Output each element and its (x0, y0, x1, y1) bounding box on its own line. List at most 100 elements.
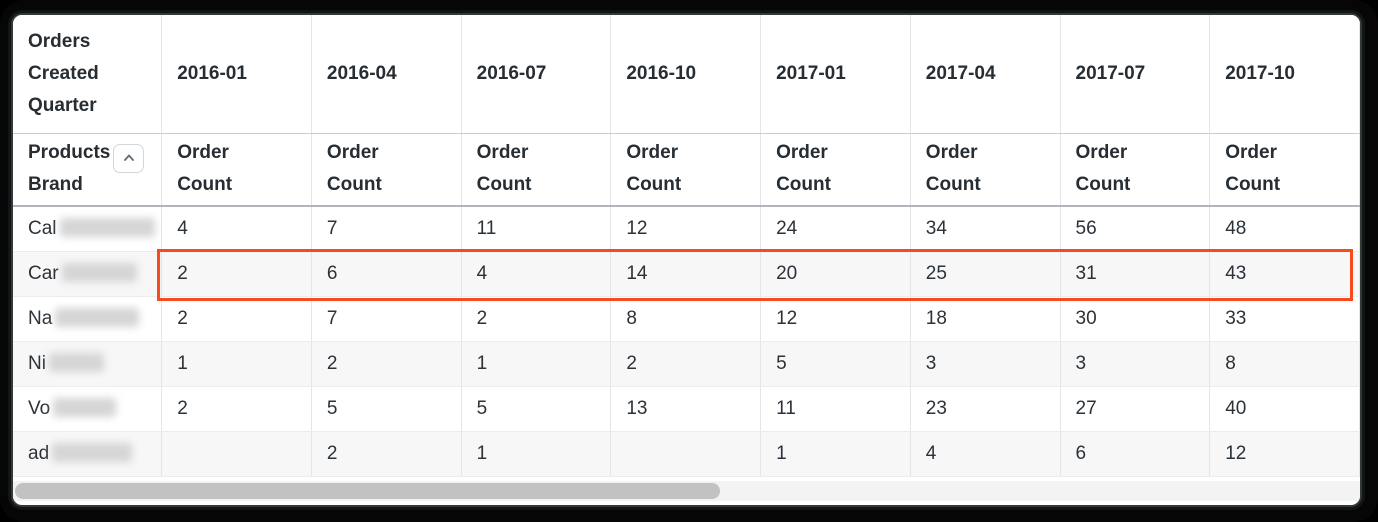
measure-column-header[interactable]: Order Count (1059, 133, 1210, 207)
order-count-cell[interactable]: 24 (760, 206, 911, 252)
order-count-cell[interactable]: 5 (760, 341, 911, 387)
measure-column-header[interactable]: Order Count (310, 133, 462, 207)
brand-cell[interactable]: Car (13, 251, 162, 297)
order-count-cell[interactable]: 4 (460, 251, 611, 297)
order-count-cell[interactable]: 34 (909, 206, 1061, 252)
order-count-cell[interactable]: 43 (1209, 251, 1360, 297)
quarter-column-header[interactable]: 2017-01 (760, 15, 911, 134)
table-body: Cal 4 7 11 12 24 34 56 48 Car 2 6 4 14 20 25 31 43 Na 2 7 2 8 1… (13, 206, 1360, 477)
brand-cell[interactable]: Cal (13, 206, 162, 252)
horizontal-scrollbar-track[interactable] (13, 481, 1360, 501)
pivot-table: Orders Created Quarter 2016-01 2016-04 201… (13, 15, 1360, 477)
order-count-cell[interactable]: 31 (1059, 251, 1210, 297)
row-dimension-label: Products Brand (28, 142, 111, 196)
order-count-cell[interactable]: 8 (610, 296, 761, 342)
table-row: Car 2 6 4 14 20 25 31 43 (13, 251, 1360, 297)
redacted-text (59, 217, 155, 237)
table-row: Cal 4 7 11 12 24 34 56 48 (13, 206, 1360, 252)
order-count-cell[interactable]: 4 (161, 206, 312, 252)
measure-column-header[interactable]: Order Count (460, 133, 611, 207)
order-count-cell[interactable]: 30 (1059, 296, 1210, 342)
clipped-measure-header (1358, 133, 1360, 207)
order-count-cell[interactable]: 2 (161, 386, 312, 432)
horizontal-scrollbar-thumb[interactable] (15, 483, 720, 499)
order-count-cell[interactable]: 25 (909, 251, 1061, 297)
brand-cell[interactable]: Vo (13, 386, 162, 432)
measure-column-header[interactable]: Order Count (909, 133, 1061, 207)
redacted-text (55, 307, 140, 327)
corner-header: Orders Created Quarter (13, 15, 162, 134)
sort-toggle-button[interactable] (113, 143, 144, 173)
table-row: Vo 2 5 5 13 11 23 27 40 (13, 386, 1360, 432)
order-count-cell[interactable] (161, 431, 312, 477)
order-count-cell[interactable]: 48 (1209, 206, 1360, 252)
order-count-cell[interactable]: 2 (310, 431, 462, 477)
brand-cell[interactable]: ad (13, 431, 162, 477)
order-count-cell[interactable]: 12 (1209, 431, 1360, 477)
order-count-cell[interactable]: 12 (610, 206, 761, 252)
redacted-text (61, 262, 137, 282)
order-count-cell[interactable]: 2 (161, 296, 312, 342)
order-count-cell[interactable]: 7 (310, 206, 462, 252)
order-count-cell[interactable]: 11 (760, 386, 911, 432)
quarter-column-header[interactable]: 2017-04 (909, 15, 1061, 134)
brand-prefix: Ni (28, 352, 46, 374)
order-count-cell[interactable]: 2 (610, 341, 761, 387)
order-count-cell[interactable]: 5 (310, 386, 462, 432)
order-count-cell[interactable]: 5 (460, 386, 611, 432)
order-count-cell[interactable]: 13 (610, 386, 761, 432)
quarter-column-header[interactable]: 2016-04 (310, 15, 462, 134)
brand-cell[interactable]: Na (13, 296, 162, 342)
order-count-cell[interactable]: 1 (460, 341, 611, 387)
order-count-cell[interactable]: 6 (1059, 431, 1210, 477)
measure-column-header[interactable]: Order Count (161, 133, 312, 207)
order-count-cell[interactable]: 11 (460, 206, 611, 252)
order-count-cell[interactable]: 40 (1209, 386, 1360, 432)
order-count-cell[interactable]: 1 (760, 431, 911, 477)
order-count-pivot-table: Orders Created Quarter 2016-01 2016-04 201… (13, 15, 1360, 477)
order-count-cell[interactable]: 1 (161, 341, 312, 387)
order-count-cell[interactable]: 23 (909, 386, 1061, 432)
clipped-cell (1358, 386, 1360, 432)
clipped-cell (1358, 341, 1360, 387)
measure-header-row: Products Brand Order Count Order Count Order… (13, 133, 1360, 207)
clipped-cell (1358, 251, 1360, 297)
clipped-cell (1358, 431, 1360, 477)
order-count-cell[interactable]: 56 (1059, 206, 1210, 252)
measure-column-header[interactable]: Order Count (760, 133, 911, 207)
order-count-cell[interactable]: 6 (310, 251, 462, 297)
brand-prefix: Na (28, 307, 53, 329)
order-count-cell[interactable]: 18 (909, 296, 1061, 342)
chevron-up-icon (120, 149, 138, 167)
brand-prefix: Vo (28, 397, 51, 419)
order-count-cell[interactable]: 27 (1059, 386, 1210, 432)
brand-cell[interactable]: Ni (13, 341, 162, 387)
measure-column-header[interactable]: Order Count (610, 133, 761, 207)
order-count-cell[interactable]: 12 (760, 296, 911, 342)
order-count-cell[interactable]: 3 (909, 341, 1061, 387)
table-row: ad 2 1 1 4 6 12 (13, 431, 1360, 477)
order-count-cell[interactable]: 3 (1059, 341, 1210, 387)
order-count-cell[interactable]: 33 (1209, 296, 1360, 342)
quarter-column-header[interactable]: 2016-10 (610, 15, 761, 134)
order-count-cell[interactable]: 2 (460, 296, 611, 342)
measure-column-header[interactable]: Order Count (1209, 133, 1360, 207)
order-count-cell[interactable] (610, 431, 761, 477)
order-count-cell[interactable]: 7 (310, 296, 462, 342)
redacted-text (48, 352, 104, 372)
quarter-column-header[interactable]: 2017-10 (1209, 15, 1360, 134)
order-count-cell[interactable]: 4 (909, 431, 1061, 477)
row-dimension-header[interactable]: Products Brand (13, 133, 162, 207)
order-count-cell[interactable]: 20 (760, 251, 911, 297)
brand-prefix: ad (28, 442, 50, 464)
clipped-column-header (1358, 15, 1360, 134)
order-count-cell[interactable]: 8 (1209, 341, 1360, 387)
order-count-cell[interactable]: 1 (460, 431, 611, 477)
order-count-cell[interactable]: 2 (310, 341, 462, 387)
order-count-cell[interactable]: 14 (610, 251, 761, 297)
quarter-column-header[interactable]: 2016-01 (161, 15, 312, 134)
quarter-column-header[interactable]: 2016-07 (460, 15, 611, 134)
order-count-cell[interactable]: 2 (161, 251, 312, 297)
quarter-column-header[interactable]: 2017-07 (1059, 15, 1210, 134)
